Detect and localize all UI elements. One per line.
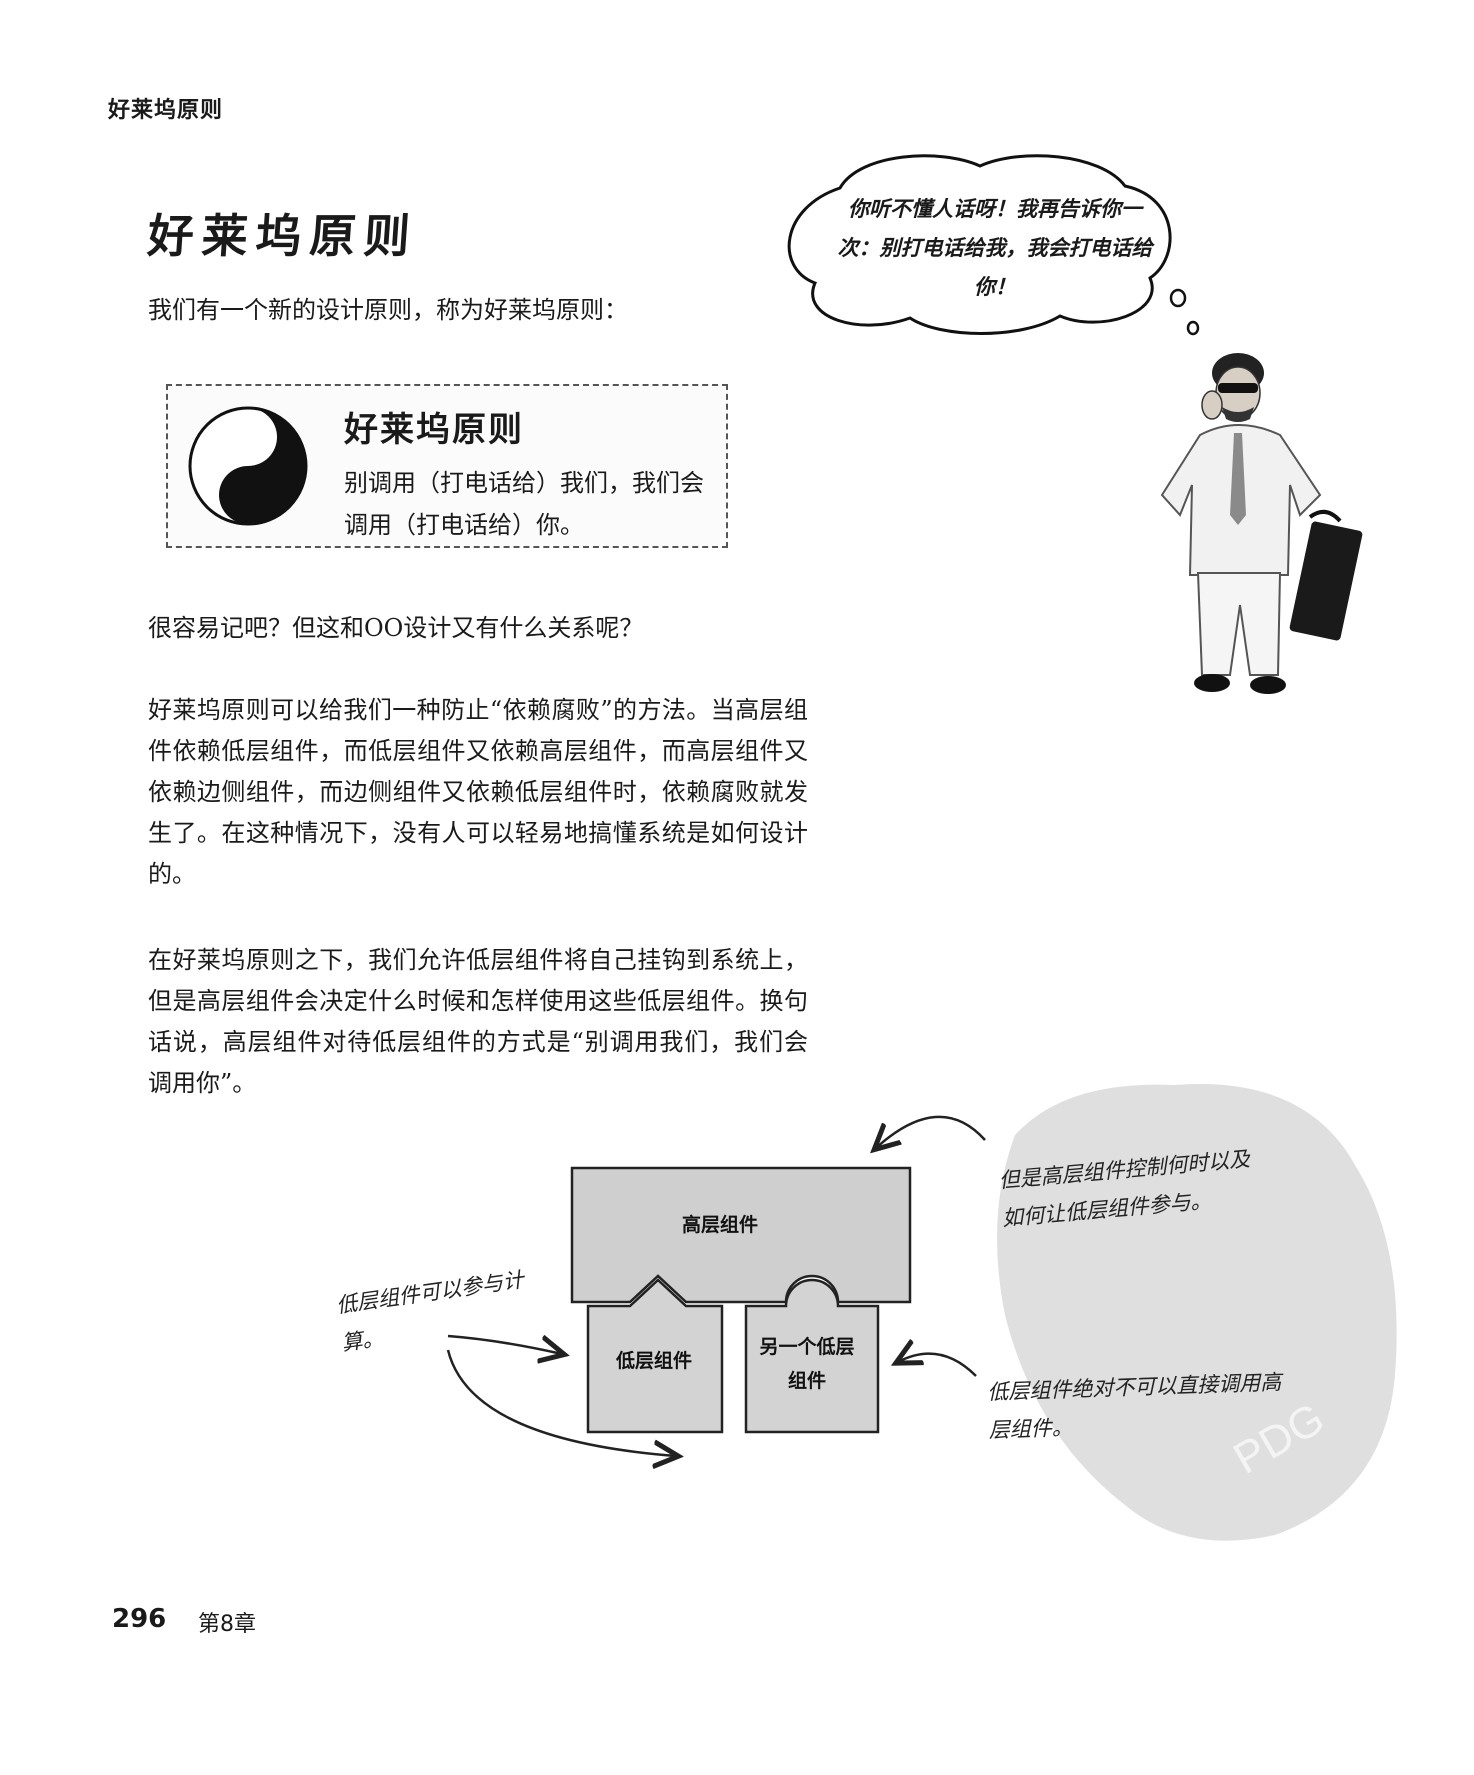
paragraph-hollywood-usage: 在好莱坞原则之下，我们允许低层组件将自己挂钩到系统上，但是高层组件会决定什么时候… [148,946,808,1097]
arrow-to-high-component [876,1115,986,1148]
note-no-direct-call: 低层组件绝对不可以直接调用高层组件。 [987,1370,1282,1443]
paragraph-dependency-rot: 好莱坞原则可以给我们一种防止“依赖腐败”的方法。当高层组件依赖低层组件，而低层组… [148,696,808,888]
businessman-illustration [1160,353,1363,694]
another-low-component-shape [744,1278,880,1434]
watermark-stamp: PDG [997,1084,1397,1541]
principle-title: 好莱坞原则 [344,410,524,450]
yin-yang-icon [188,406,308,526]
chapter-label: 第8章 [198,1612,256,1637]
note-low-participates: 低层组件可以参与计算。 [334,1267,526,1356]
low-component-label: 低层组件 [615,1350,692,1372]
speech-bubble-text: 你听不懂人话呀！我再告诉你一次：别打电话给我，我会打电话给你！ [837,197,1153,299]
component-diagram [570,1166,912,1434]
page-title: 好莱坞原则 [145,209,420,263]
paragraph-question: 很容易记吧？但这和OO设计又有什么关系呢？ [148,614,644,642]
high-component-label: 高层组件 [681,1214,758,1236]
running-head: 好莱坞原则 [108,98,224,123]
another-low-component-label: 另一个低层组件 [759,1336,855,1392]
page-number: 296 [112,1604,167,1634]
speech-bubble [787,154,1187,335]
thought-dot [1186,320,1200,336]
principle-text: 别调用（打电话给）我们，我们会调用（打电话给）你。 [344,469,704,539]
intro-text: 我们有一个新的设计原则，称为好莱坞原则： [148,296,628,324]
